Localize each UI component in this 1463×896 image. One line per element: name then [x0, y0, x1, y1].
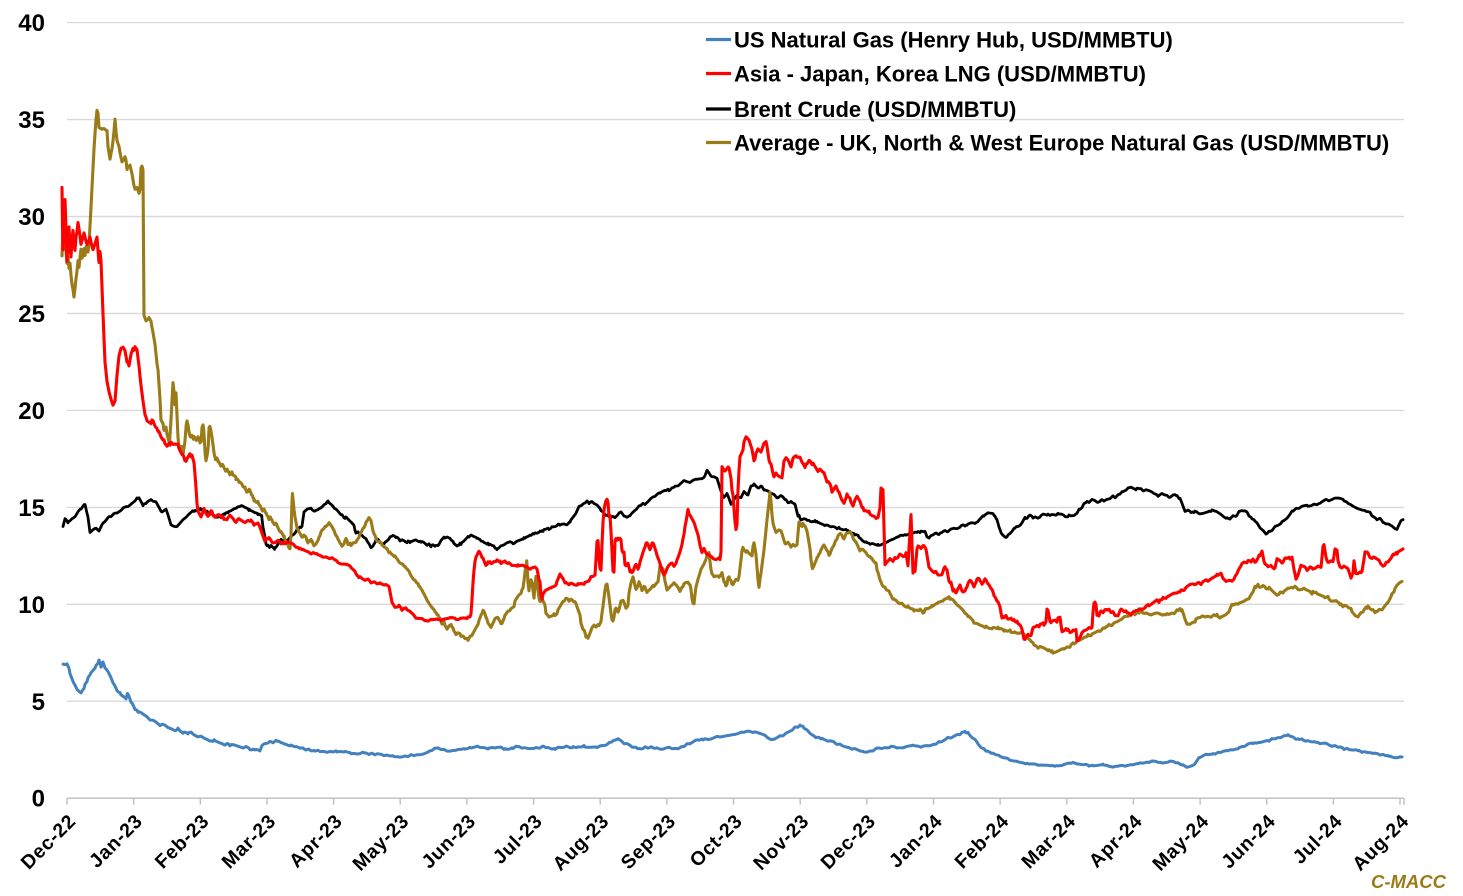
svg-text:5: 5	[32, 689, 45, 716]
svg-text:30: 30	[18, 204, 45, 231]
svg-text:0: 0	[32, 786, 45, 813]
svg-text:US Natural Gas (Henry Hub, USD: US Natural Gas (Henry Hub, USD/MMBTU)	[734, 28, 1173, 53]
svg-text:Brent Crude (USD/MMBTU): Brent Crude (USD/MMBTU)	[734, 97, 1016, 122]
svg-text:Average - UK, North & West Eur: Average - UK, North & West Europe Natura…	[734, 131, 1389, 156]
svg-text:C-MACC: C-MACC	[1371, 871, 1447, 891]
svg-text:Asia - Japan, Korea LNG (USD/M: Asia - Japan, Korea LNG (USD/MMBTU)	[734, 62, 1146, 87]
svg-text:35: 35	[18, 107, 45, 134]
svg-text:25: 25	[18, 301, 45, 328]
svg-text:40: 40	[18, 10, 45, 37]
svg-text:10: 10	[18, 592, 45, 619]
svg-text:15: 15	[18, 495, 45, 522]
svg-text:20: 20	[18, 398, 45, 425]
